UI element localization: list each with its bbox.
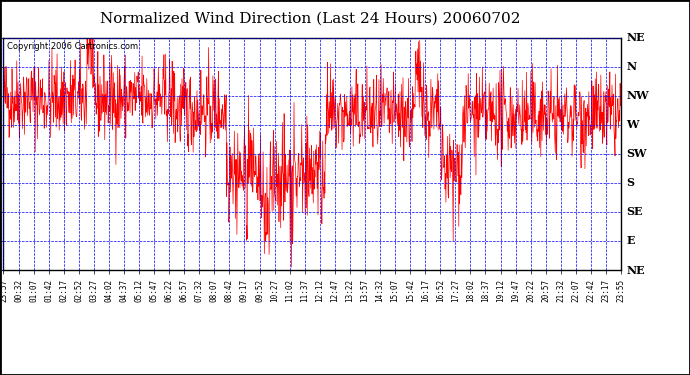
Text: NE: NE xyxy=(627,32,645,43)
Text: NW: NW xyxy=(627,90,649,101)
Text: N: N xyxy=(627,61,637,72)
Text: Copyright 2006 Cartronics.com: Copyright 2006 Cartronics.com xyxy=(6,42,138,51)
Text: NE: NE xyxy=(627,264,645,276)
Text: SW: SW xyxy=(627,148,647,159)
Text: E: E xyxy=(627,236,635,246)
Text: S: S xyxy=(627,177,635,188)
Text: Normalized Wind Direction (Last 24 Hours) 20060702: Normalized Wind Direction (Last 24 Hours… xyxy=(100,11,521,25)
Text: SE: SE xyxy=(627,206,643,218)
Text: W: W xyxy=(627,119,639,130)
